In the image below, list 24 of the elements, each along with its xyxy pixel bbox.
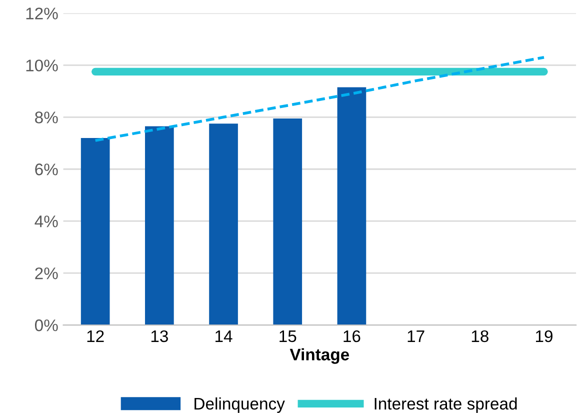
x-tick-label: 17 xyxy=(408,330,424,342)
y-tick-label: 6% xyxy=(35,164,58,176)
legend-label: Delinquency xyxy=(194,397,285,413)
bar xyxy=(337,87,366,326)
x-tick-label: 12 xyxy=(87,330,104,342)
y-tick-label: 12% xyxy=(26,8,58,20)
line-series xyxy=(94,56,546,142)
x-tick-label: 19 xyxy=(536,330,552,342)
y-tick-label: 8% xyxy=(35,112,58,124)
x-axis-title: Vintage xyxy=(290,348,350,364)
x-tick-label: 13 xyxy=(151,330,168,342)
y-tick-label: 0% xyxy=(34,319,58,332)
bar xyxy=(209,124,238,326)
bar xyxy=(80,138,110,326)
x-tick-label: 18 xyxy=(472,330,488,342)
bar xyxy=(145,126,174,326)
y-tick-label: 4% xyxy=(34,216,58,228)
legend-label: Interest rate spread xyxy=(374,397,517,413)
y-tick-label: 10% xyxy=(26,60,58,72)
x-tick-label: 16 xyxy=(344,330,360,342)
bar xyxy=(273,118,302,326)
x-tick-label: 14 xyxy=(216,330,232,342)
x-tick-label: 15 xyxy=(280,330,296,342)
y-tick-label: 2% xyxy=(35,267,58,280)
